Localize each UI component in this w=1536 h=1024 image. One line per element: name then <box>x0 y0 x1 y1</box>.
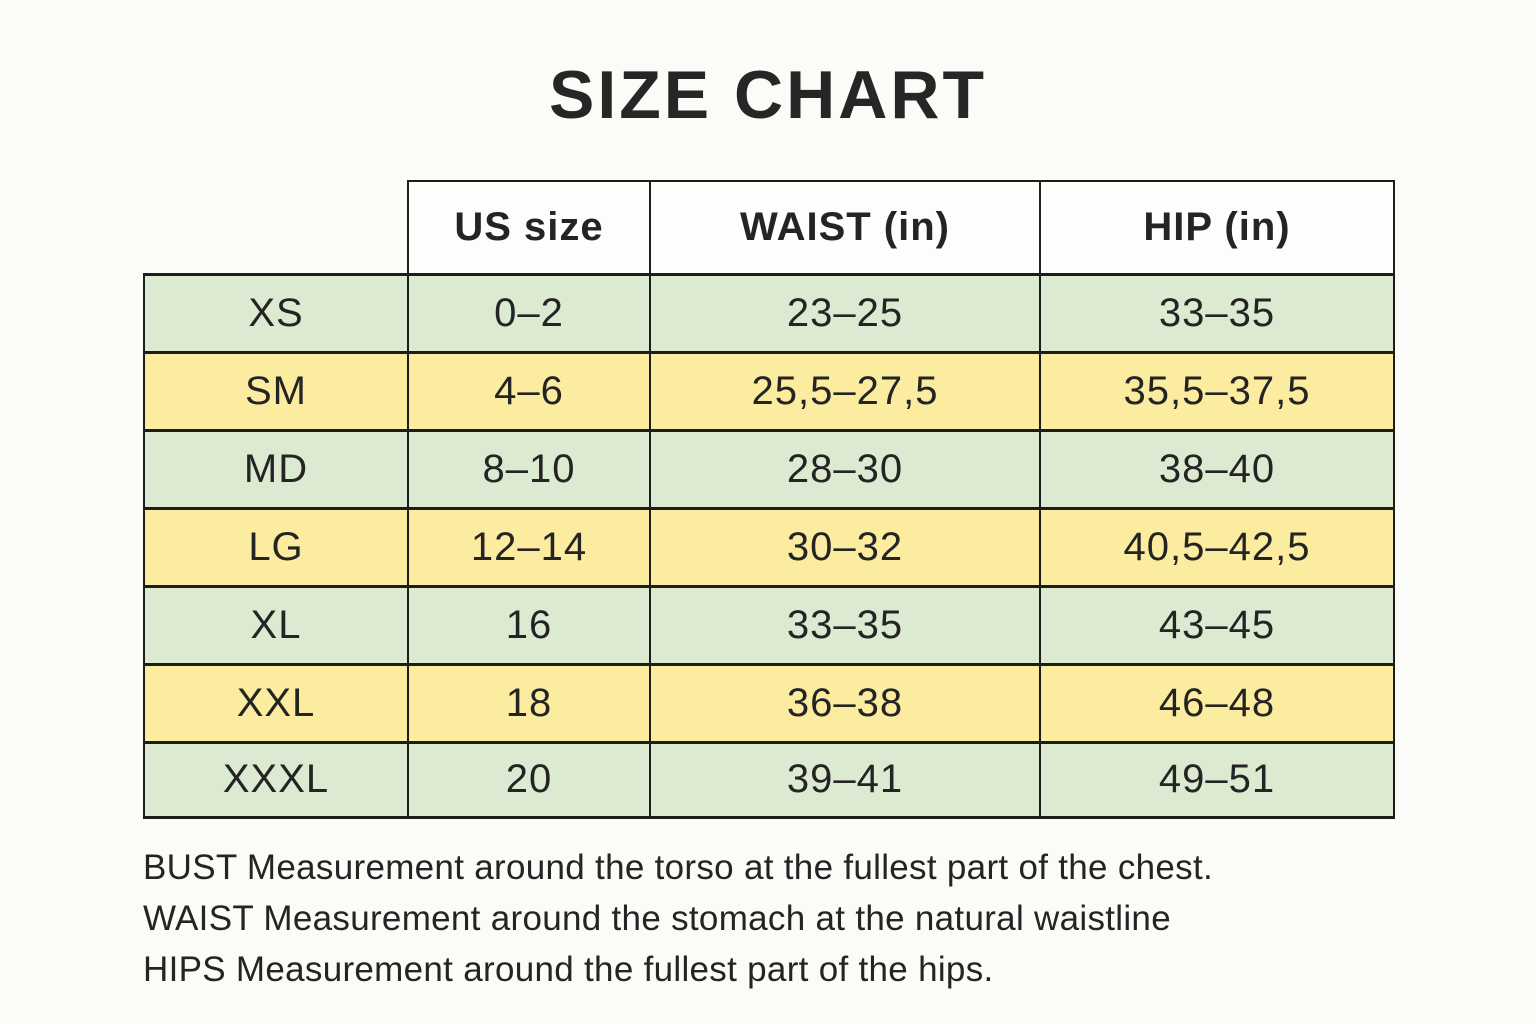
size-label: XS <box>143 272 409 354</box>
size-label: XXXL <box>143 740 409 819</box>
us-size-value: 12–14 <box>407 506 651 588</box>
size-label: XXL <box>143 662 409 744</box>
us-size-value: 4–6 <box>407 350 651 432</box>
note-waist: WAIST Measurement around the stomach at … <box>143 899 1171 938</box>
table-row-md: MD 8–10 28–30 38–40 <box>143 428 1395 510</box>
hip-value: 46–48 <box>1039 662 1395 744</box>
header-row: US size WAIST (in) HIP (in) <box>144 180 1395 275</box>
us-size-value: 16 <box>407 584 651 666</box>
size-chart-table: US size WAIST (in) HIP (in) XS 0–2 23–25… <box>143 180 1395 819</box>
waist-value: 25,5–27,5 <box>649 350 1041 432</box>
column-header-waist: WAIST (in) <box>649 180 1041 275</box>
us-size-value: 18 <box>407 662 651 744</box>
waist-value: 39–41 <box>649 740 1041 819</box>
table-row-xxxl: XXXL 20 39–41 49–51 <box>143 740 1395 819</box>
us-size-value: 0–2 <box>407 272 651 354</box>
hip-value: 38–40 <box>1039 428 1395 510</box>
note-hips: HIPS Measurement around the fullest part… <box>143 950 994 989</box>
table-row-lg: LG 12–14 30–32 40,5–42,5 <box>143 506 1395 588</box>
hip-value: 43–45 <box>1039 584 1395 666</box>
table-row-xxl: XXL 18 36–38 46–48 <box>143 662 1395 744</box>
waist-value: 36–38 <box>649 662 1041 744</box>
waist-value: 28–30 <box>649 428 1041 510</box>
size-label: XL <box>143 584 409 666</box>
hip-value: 40,5–42,5 <box>1039 506 1395 588</box>
table-row-xs: XS 0–2 23–25 33–35 <box>143 272 1395 354</box>
measurement-notes: BUST Measurement around the torso at the… <box>143 842 1443 995</box>
hip-value: 35,5–37,5 <box>1039 350 1395 432</box>
hip-value: 33–35 <box>1039 272 1395 354</box>
waist-value: 30–32 <box>649 506 1041 588</box>
hip-value: 49–51 <box>1039 740 1395 819</box>
column-header-us-size: US size <box>407 180 651 275</box>
size-label: LG <box>143 506 409 588</box>
column-header-hip: HIP (in) <box>1039 180 1395 275</box>
size-label: SM <box>143 350 409 432</box>
table-row-sm: SM 4–6 25,5–27,5 35,5–37,5 <box>143 350 1395 432</box>
waist-value: 23–25 <box>649 272 1041 354</box>
blank-header-cell <box>144 181 408 274</box>
size-label: MD <box>143 428 409 510</box>
us-size-value: 8–10 <box>407 428 651 510</box>
note-bust: BUST Measurement around the torso at the… <box>143 848 1214 887</box>
waist-value: 33–35 <box>649 584 1041 666</box>
table-row-xl: XL 16 33–35 43–45 <box>143 584 1395 666</box>
page-title: SIZE CHART <box>549 57 987 133</box>
us-size-value: 20 <box>407 740 651 819</box>
